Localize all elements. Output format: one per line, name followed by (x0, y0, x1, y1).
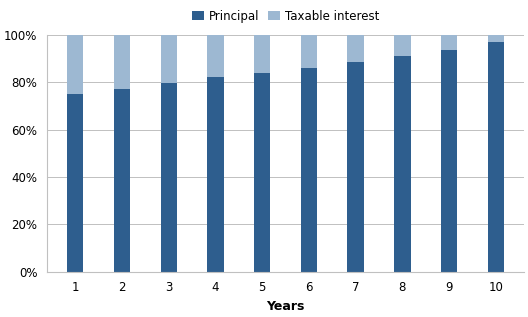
Bar (441, 35, 457, 50)
Bar (67, 35, 83, 94)
Bar (114, 89, 130, 272)
Bar (254, 35, 270, 73)
Bar (67, 94, 83, 272)
Bar (347, 35, 364, 62)
Bar (254, 73, 270, 272)
Bar (488, 35, 504, 42)
Bar (394, 35, 411, 56)
Bar (301, 35, 317, 68)
Bar (301, 68, 317, 272)
Bar (114, 35, 130, 89)
Bar (208, 35, 224, 77)
Bar (441, 50, 457, 272)
Bar (394, 56, 411, 272)
Bar (161, 35, 177, 83)
Legend: Principal, Taxable interest: Principal, Taxable interest (187, 5, 384, 28)
Bar (208, 77, 224, 272)
Bar (347, 62, 364, 272)
Bar (488, 42, 504, 272)
X-axis label: Years: Years (266, 300, 305, 313)
Bar (161, 83, 177, 272)
